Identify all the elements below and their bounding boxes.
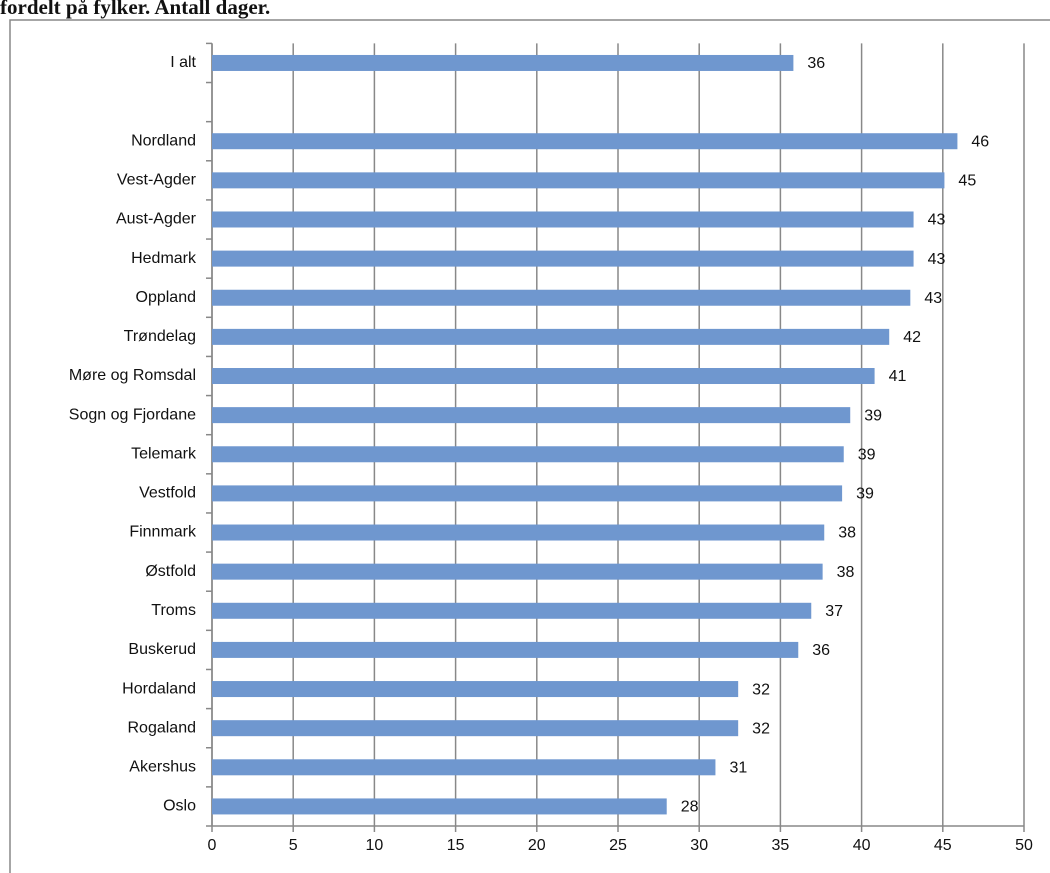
bar — [212, 54, 794, 71]
bar — [212, 759, 716, 776]
x-tick-label: 40 — [853, 837, 871, 854]
y-tick-label: Rogaland — [128, 719, 197, 736]
bar — [212, 641, 799, 658]
y-tick-label: Oppland — [136, 289, 197, 306]
value-label: 42 — [903, 329, 921, 346]
y-tick-label: Buskerud — [128, 641, 196, 658]
value-label: 37 — [825, 603, 843, 620]
y-tick-label: Sogn og Fjordane — [69, 406, 196, 423]
y-tick-label: Vest-Agder — [117, 172, 197, 189]
y-tick-label: Oslo — [163, 798, 196, 815]
y-tick-label: Trøndelag — [124, 328, 196, 345]
bar — [212, 446, 844, 463]
value-label: 41 — [889, 368, 907, 385]
x-tick-label: 50 — [1015, 837, 1033, 854]
y-tick-label: Møre og Romsdal — [69, 367, 196, 384]
value-label: 36 — [807, 55, 825, 72]
bar — [212, 407, 851, 424]
value-label: 38 — [837, 564, 855, 581]
x-tick-label: 0 — [208, 837, 217, 854]
bar — [212, 720, 739, 737]
bar — [212, 368, 875, 385]
value-label: 43 — [928, 212, 946, 229]
value-label: 43 — [928, 251, 946, 268]
value-label: 45 — [958, 173, 976, 190]
bar — [212, 681, 739, 698]
value-label: 43 — [924, 290, 942, 307]
y-tick-label: Aust-Agder — [116, 211, 197, 228]
bar — [212, 602, 812, 619]
bar — [212, 250, 914, 267]
bar — [212, 524, 825, 541]
y-tick-label: Troms — [151, 602, 196, 619]
x-tick-label: 5 — [289, 837, 298, 854]
x-tick-label: 30 — [690, 837, 708, 854]
x-tick-label: 35 — [772, 837, 790, 854]
y-tick-label: Akershus — [129, 759, 196, 776]
x-tick-label: 10 — [366, 837, 384, 854]
value-label: 36 — [812, 642, 830, 659]
bar — [212, 798, 667, 815]
x-tick-label: 25 — [609, 837, 627, 854]
x-tick-label: 45 — [934, 837, 952, 854]
value-label: 39 — [858, 446, 876, 463]
y-tick-label: Telemark — [131, 445, 197, 462]
y-tick-label: Finnmark — [129, 524, 197, 541]
value-label: 32 — [752, 681, 770, 698]
chart-title: fordelt på fylker. Antall dager. — [0, 0, 270, 19]
value-label: 46 — [971, 133, 989, 150]
y-tick-label: Nordland — [131, 132, 196, 149]
y-tick-label: Hordaland — [122, 680, 196, 697]
value-label: 39 — [864, 407, 882, 424]
value-label: 32 — [752, 720, 770, 737]
y-tick-label: I alt — [170, 54, 196, 71]
y-tick-label: Østfold — [145, 563, 196, 580]
bar — [212, 133, 958, 150]
y-tick-label: Hedmark — [131, 250, 197, 267]
x-tick-label: 20 — [528, 837, 546, 854]
bar — [212, 328, 890, 345]
bar — [212, 563, 823, 580]
x-tick-label: 15 — [447, 837, 465, 854]
bar — [212, 289, 911, 306]
value-label: 28 — [681, 799, 699, 816]
value-label: 39 — [856, 486, 874, 503]
value-label: 31 — [729, 760, 747, 777]
bar — [212, 172, 945, 189]
bar — [212, 211, 914, 228]
value-label: 38 — [838, 525, 856, 542]
y-tick-label: Vestfold — [139, 485, 196, 502]
bar — [212, 485, 843, 502]
